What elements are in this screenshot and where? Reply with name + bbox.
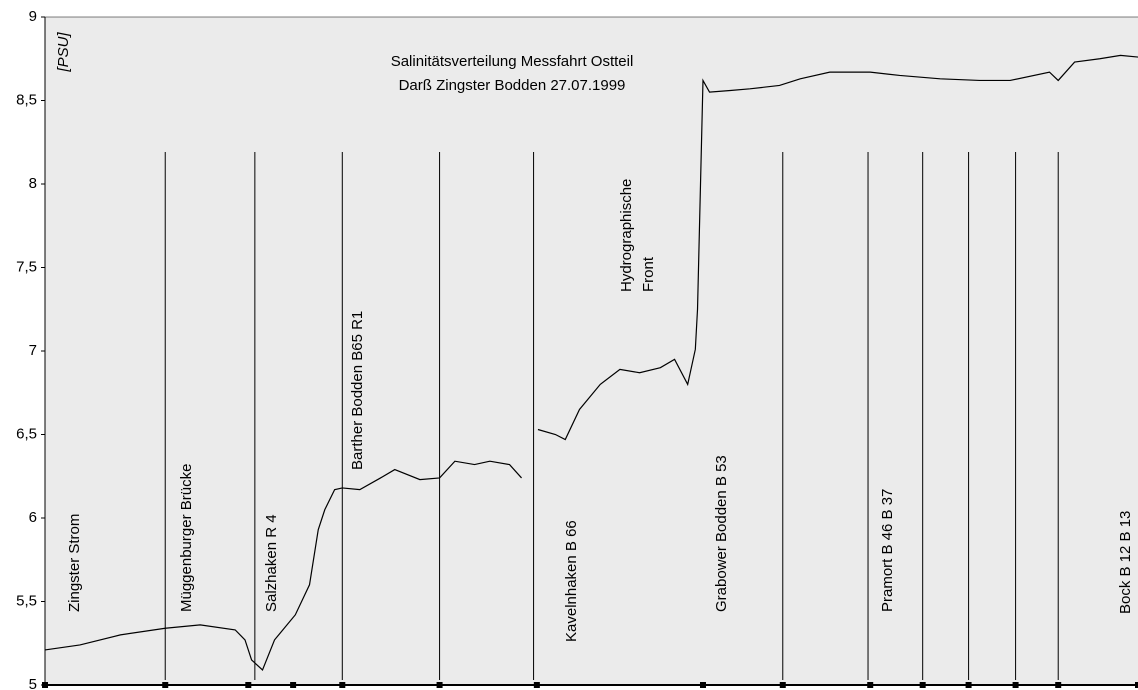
station-marker <box>436 682 443 688</box>
chart-subtitle: Darß Zingster Bodden 27.07.1999 <box>399 77 626 94</box>
y-tick-label: 6,5 <box>16 425 37 442</box>
station-label: Grabower Bodden B 53 <box>713 455 730 612</box>
plot-area <box>45 17 1138 685</box>
station-marker <box>290 682 297 688</box>
station-label: Kavelnhaken B 66 <box>563 520 580 642</box>
station-label: Müggenburger Brücke <box>178 464 195 612</box>
y-tick-label: 5 <box>29 676 37 690</box>
station-marker <box>42 682 48 688</box>
salinity-line <box>44 54 1138 671</box>
station-marker <box>965 682 972 688</box>
y-axis-label: [PSU] <box>55 32 72 73</box>
station-label: Hydrographische <box>618 179 635 292</box>
y-tick-label: 5,5 <box>16 592 37 609</box>
y-tick-label: 6 <box>29 509 37 526</box>
station-marker <box>245 682 252 688</box>
station-marker <box>1055 682 1062 688</box>
y-tick-label: 8 <box>29 175 37 192</box>
station-label: Zingster Strom <box>66 514 83 612</box>
chart-title: Salinitätsverteilung Messfahrt Ostteil <box>391 53 634 70</box>
station-label: Front <box>640 256 657 292</box>
station-label: Barther Bodden B65 R1 <box>349 311 366 470</box>
station-marker <box>533 682 540 688</box>
y-tick-label: 7 <box>29 342 37 359</box>
station-label: Pramort B 46 B 37 <box>879 489 896 612</box>
station-marker <box>1135 682 1138 688</box>
station-marker <box>779 682 786 688</box>
station-marker <box>1012 682 1019 688</box>
station-marker <box>162 682 169 688</box>
station-marker <box>339 682 346 688</box>
station-marker <box>867 682 874 688</box>
y-tick-label: 8,5 <box>16 91 37 108</box>
y-tick-label: 9 <box>29 8 37 25</box>
station-label: Salzhaken R 4 <box>263 514 280 612</box>
station-marker <box>919 682 926 688</box>
station-label: Bock B 12 B 13 <box>1117 511 1134 614</box>
station-marker <box>699 682 706 688</box>
y-tick-label: 7,5 <box>16 258 37 275</box>
